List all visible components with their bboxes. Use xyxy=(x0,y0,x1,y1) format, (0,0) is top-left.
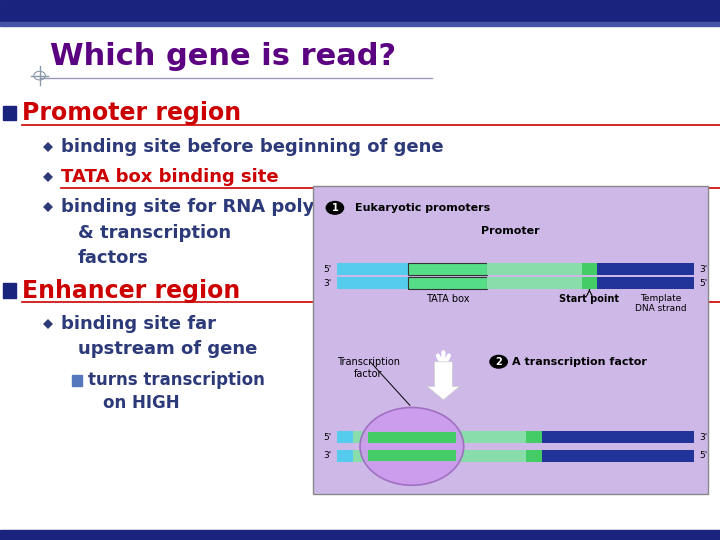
Circle shape xyxy=(490,355,508,369)
Bar xyxy=(408,264,487,275)
Text: Start point: Start point xyxy=(559,294,619,303)
Bar xyxy=(408,278,487,289)
Bar xyxy=(542,450,694,462)
Text: binding site before beginning of gene: binding site before beginning of gene xyxy=(61,138,444,156)
Text: Enhancer region: Enhancer region xyxy=(22,279,240,302)
Text: Which gene is read?: Which gene is read? xyxy=(50,42,397,71)
Text: Template
DNA strand: Template DNA strand xyxy=(634,294,686,313)
Text: 3': 3' xyxy=(700,265,708,274)
Bar xyxy=(353,450,471,462)
Bar xyxy=(313,186,708,494)
Text: 3': 3' xyxy=(323,279,331,288)
FancyArrow shape xyxy=(427,362,459,400)
Bar xyxy=(3,284,16,298)
Bar xyxy=(582,278,598,289)
Bar xyxy=(337,431,353,443)
Text: & transcription: & transcription xyxy=(78,224,231,242)
Text: 5': 5' xyxy=(323,433,331,442)
Circle shape xyxy=(360,408,464,485)
Text: 3': 3' xyxy=(323,451,331,460)
Text: 1: 1 xyxy=(331,203,338,213)
Bar xyxy=(471,431,526,443)
Text: TATA box binding site: TATA box binding site xyxy=(61,168,279,186)
Bar xyxy=(487,278,582,289)
Text: 2: 2 xyxy=(495,357,502,367)
Text: Transcription
factor: Transcription factor xyxy=(337,357,400,379)
Text: A transcription factor: A transcription factor xyxy=(512,357,647,367)
Text: 5': 5' xyxy=(700,279,708,288)
Bar xyxy=(368,450,456,461)
Text: factors: factors xyxy=(78,249,148,267)
Bar xyxy=(526,450,542,462)
Bar xyxy=(582,264,598,275)
Bar xyxy=(0,0,720,22)
Text: 5': 5' xyxy=(700,451,708,460)
Bar xyxy=(542,431,694,443)
Bar xyxy=(337,450,353,462)
Bar xyxy=(598,264,694,275)
Text: Promoter: Promoter xyxy=(481,226,540,235)
Text: binding site for RNA polymerase: binding site for RNA polymerase xyxy=(61,198,390,217)
Bar xyxy=(487,264,582,275)
Text: turns transcription: turns transcription xyxy=(88,371,265,389)
Bar xyxy=(0,530,720,540)
Text: 3': 3' xyxy=(700,433,708,442)
Bar xyxy=(72,375,82,386)
Bar xyxy=(337,278,408,289)
Bar xyxy=(353,431,471,443)
Text: ATATTTT: ATATTTT xyxy=(429,279,466,288)
Text: 5': 5' xyxy=(323,265,331,274)
Circle shape xyxy=(325,201,344,215)
Text: on HIGH: on HIGH xyxy=(103,394,179,413)
Bar xyxy=(471,450,526,462)
Bar xyxy=(0,22,720,26)
Text: binding site far: binding site far xyxy=(61,315,216,333)
Text: Eukaryotic promoters: Eukaryotic promoters xyxy=(355,203,490,213)
Text: TATAAAA: TATAAAA xyxy=(428,265,467,274)
Bar xyxy=(598,278,694,289)
Bar xyxy=(337,264,408,275)
Bar xyxy=(368,432,456,443)
Bar xyxy=(526,431,542,443)
Text: Promoter region: Promoter region xyxy=(22,102,240,125)
Text: upstream of gene: upstream of gene xyxy=(78,340,257,358)
Bar xyxy=(3,106,16,120)
Text: TATA box: TATA box xyxy=(426,294,469,303)
